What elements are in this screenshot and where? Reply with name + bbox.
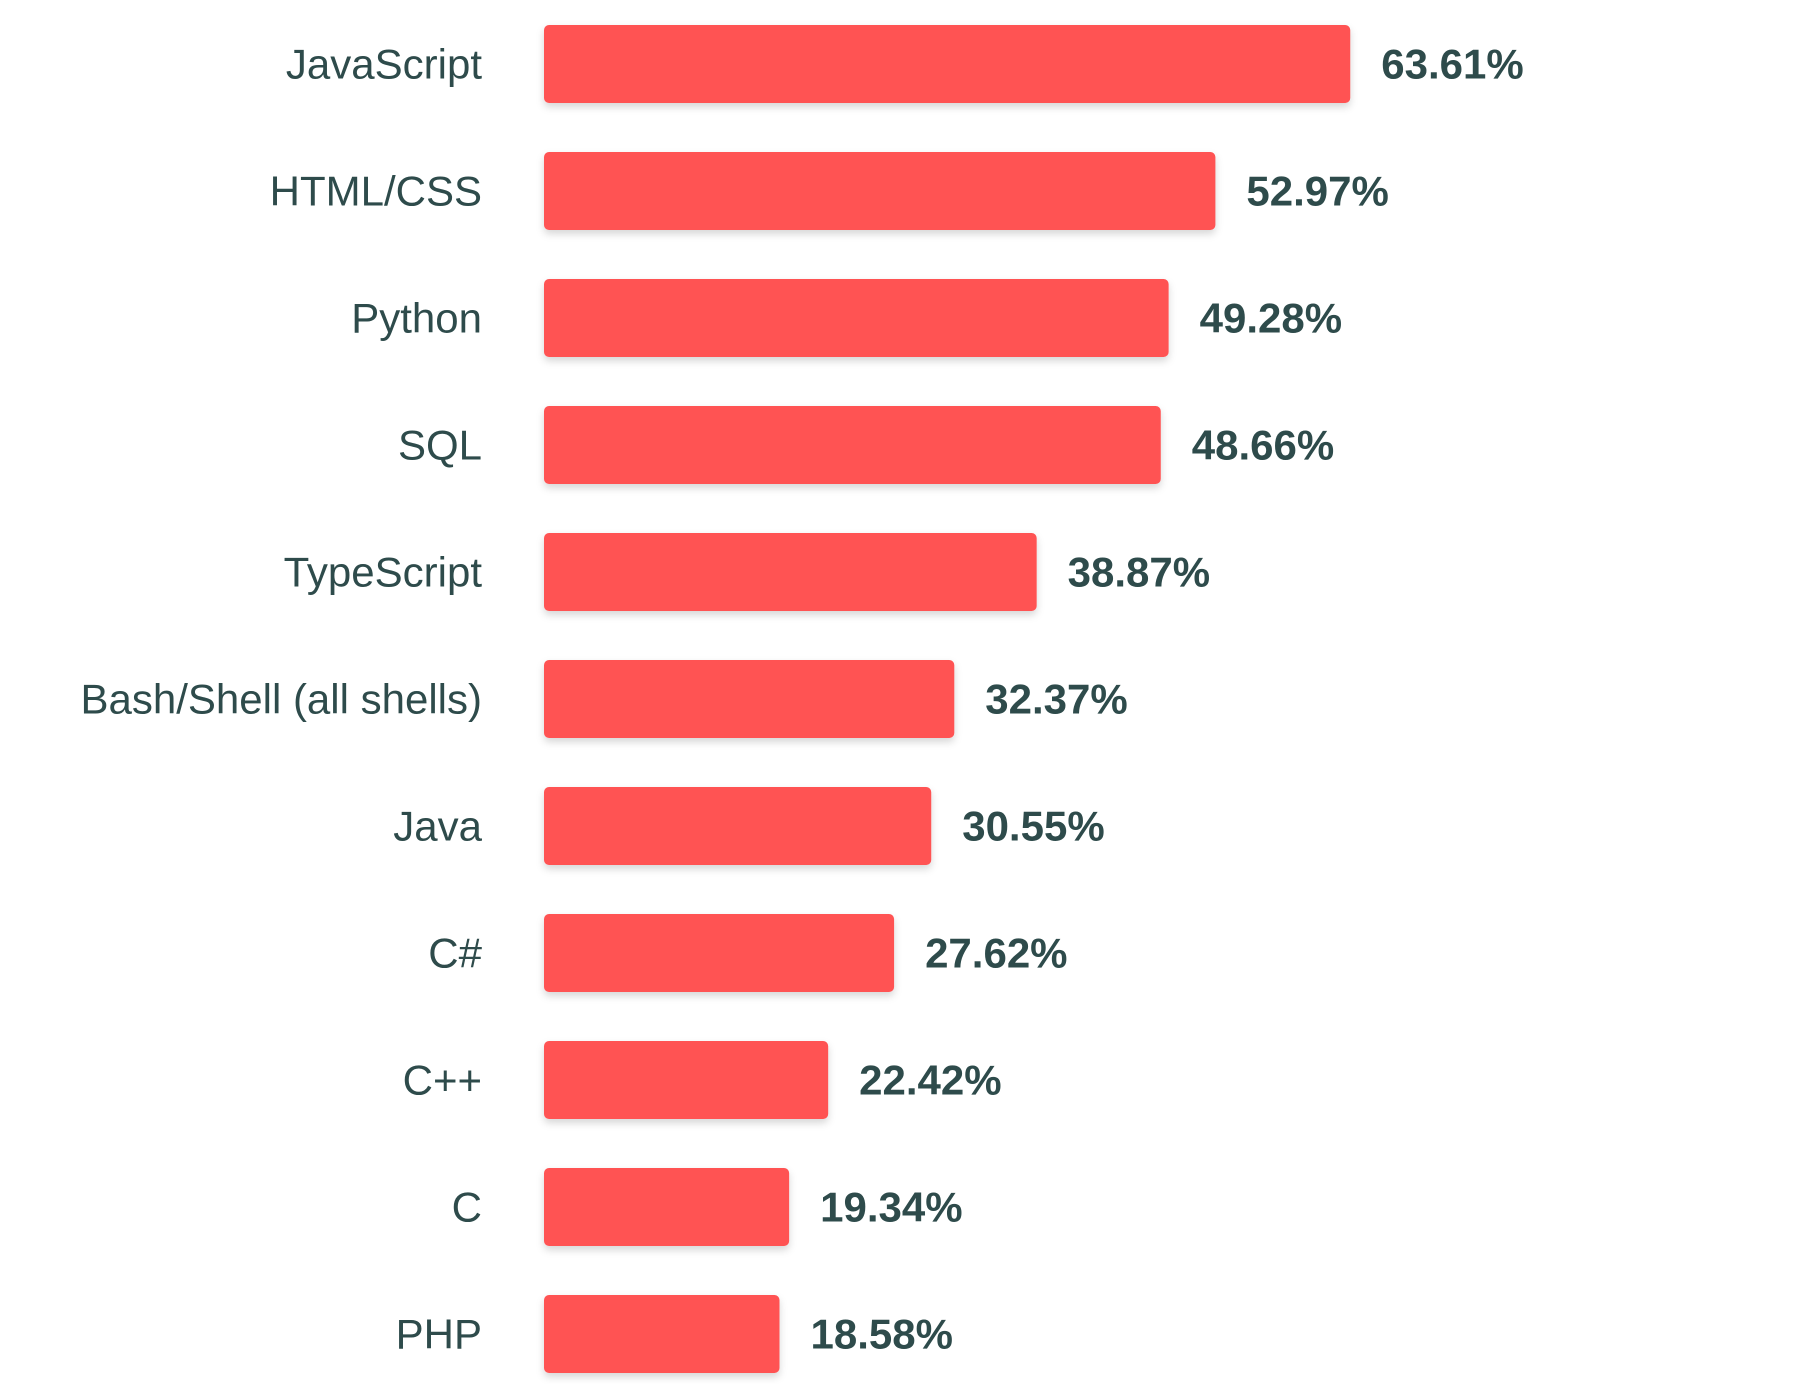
value-label-6: 30.55% [962, 803, 1104, 850]
bar-7 [544, 914, 895, 992]
category-label-4: TypeScript [284, 549, 483, 596]
category-label-0: JavaScript [286, 41, 482, 88]
category-label-5: Bash/Shell (all shells) [80, 676, 482, 723]
value-label-7: 27.62% [925, 930, 1067, 977]
value-label-5: 32.37% [985, 676, 1127, 723]
category-label-6: Java [393, 803, 482, 850]
value-label-3: 48.66% [1192, 422, 1334, 469]
category-label-7: C# [428, 930, 482, 977]
bar-9 [544, 1168, 790, 1246]
category-label-10: PHP [396, 1311, 482, 1358]
value-label-4: 38.87% [1068, 549, 1210, 596]
bar-10 [544, 1295, 780, 1373]
bars-group [544, 25, 1351, 1373]
category-label-3: SQL [398, 422, 482, 469]
value-label-10: 18.58% [811, 1311, 953, 1358]
value-label-2: 49.28% [1200, 295, 1342, 342]
bar-2 [544, 279, 1169, 357]
bar-8 [544, 1041, 829, 1119]
category-labels-group: JavaScript HTML/CSS Python SQL TypeScript Bas… [80, 41, 482, 1358]
value-label-0: 63.61% [1381, 41, 1523, 88]
bar-4 [544, 533, 1037, 611]
bar-3 [544, 406, 1161, 484]
bar-5 [544, 660, 955, 738]
category-label-8: C++ [403, 1057, 482, 1104]
category-label-9: C [452, 1184, 482, 1231]
value-label-1: 52.97% [1246, 168, 1388, 215]
value-label-9: 19.34% [820, 1184, 962, 1231]
bar-1 [544, 152, 1216, 230]
bar-6 [544, 787, 932, 865]
value-labels-group: 63.61% 52.97% 49.28% 48.66% 38.87% 32.37% 30.5… [811, 41, 1524, 1358]
bar-0 [544, 25, 1351, 103]
category-label-1: HTML/CSS [270, 168, 482, 215]
category-label-2: Python [351, 295, 482, 342]
value-label-8: 22.42% [859, 1057, 1001, 1104]
